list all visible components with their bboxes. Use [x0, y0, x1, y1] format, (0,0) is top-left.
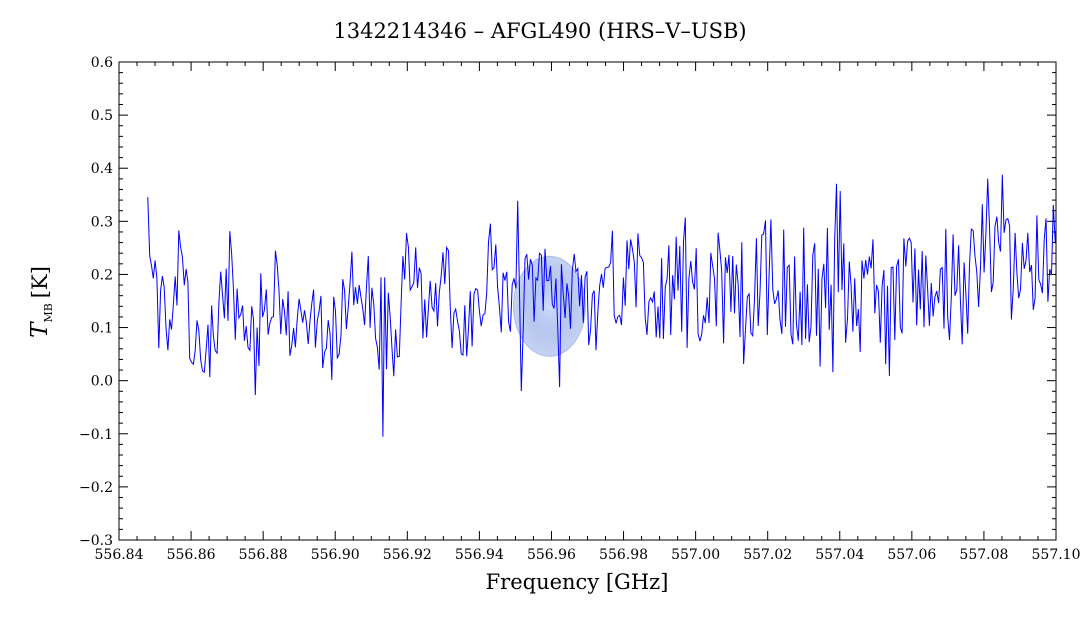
x-tick-labels: 556.84 556.86 556.88 556.90 556.92 556.94 556.…: [95, 547, 1080, 563]
y-tick-label: −0.1: [79, 427, 113, 443]
x-tick-label: 556.88: [239, 547, 288, 563]
y-tick-label: 0.2: [91, 267, 113, 283]
x-tick-label: 557.02: [743, 547, 792, 563]
x-tick-label: 556.84: [95, 547, 144, 563]
y-tick-label: 0.5: [91, 108, 113, 124]
svg-text:TMB[K]: TMB [K]: [27, 266, 55, 338]
highlight-blob: [512, 255, 586, 357]
x-tick-label: 557.10: [1032, 547, 1080, 563]
x-tick-label: 556.92: [383, 547, 432, 563]
x-tick-label: 556.90: [311, 547, 360, 563]
x-tick-label: 557.08: [959, 547, 1008, 563]
y-axis-label-sub: MB: [42, 303, 55, 322]
y-tick-label: 0.4: [91, 161, 113, 177]
x-tick-label: 556.96: [527, 547, 576, 563]
y-axis-label: TMB [K]: [27, 266, 55, 338]
y-tick-label: 0.3: [91, 214, 113, 230]
y-tick-labels: −0.3 −0.2 −0.1 0.0 0.1 0.2 0.3 0.4 0.5 0.6: [79, 55, 113, 549]
chart-title: 1342214346 – AFGL490 (HRS–V–USB): [333, 19, 746, 43]
y-axis-label-main: T: [27, 321, 53, 338]
y-tick-label: 0.6: [91, 55, 113, 71]
y-tick-label: −0.2: [79, 480, 113, 496]
x-tick-label: 557.00: [671, 547, 720, 563]
x-tick-label: 556.94: [455, 547, 504, 563]
x-tick-label: 556.86: [167, 547, 216, 563]
x-axis-label: Frequency [GHz]: [486, 570, 669, 594]
y-axis-label-unit: [K]: [28, 266, 52, 298]
y-tick-label: 0.1: [91, 321, 113, 337]
y-tick-label: 0.0: [91, 374, 113, 390]
x-tick-label: 556.98: [599, 547, 648, 563]
axis-ticks: [118, 61, 1057, 541]
x-tick-label: 557.04: [815, 547, 864, 563]
series-line-spectrum: [147, 174, 1056, 437]
y-tick-label: −0.3: [79, 533, 113, 549]
x-tick-label: 557.06: [887, 547, 936, 563]
